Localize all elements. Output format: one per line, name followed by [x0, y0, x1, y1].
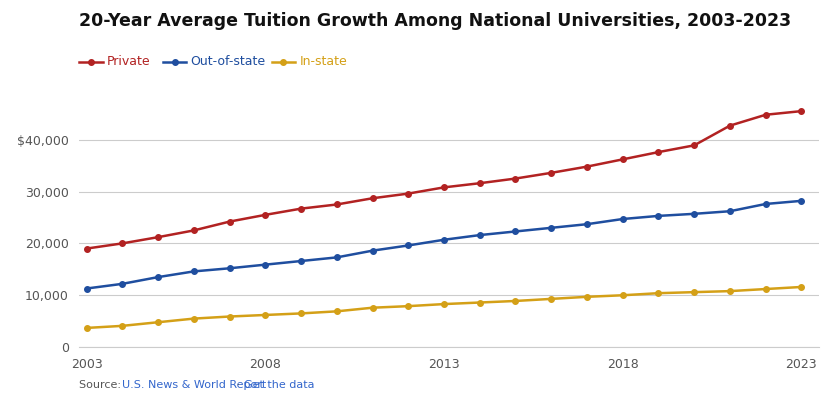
- Out-of-state: [332, 255, 342, 260]
- In-state: [82, 326, 92, 330]
- Private: [761, 113, 771, 117]
- In-state: [618, 293, 628, 298]
- Line: Private: Private: [84, 109, 804, 251]
- Out-of-state: [689, 211, 699, 216]
- Private: [260, 212, 270, 217]
- Private: [654, 150, 664, 154]
- Text: Get the data: Get the data: [244, 380, 314, 390]
- Private: [582, 164, 592, 169]
- In-state: [439, 302, 449, 306]
- Private: [117, 241, 127, 246]
- Out-of-state: [296, 259, 306, 263]
- In-state: [296, 311, 306, 316]
- Private: [511, 176, 521, 181]
- In-state: [761, 286, 771, 291]
- Private: [296, 206, 306, 211]
- In-state: [475, 300, 485, 305]
- Private: [332, 202, 342, 207]
- Private: [618, 157, 628, 162]
- Out-of-state: [618, 217, 628, 221]
- Out-of-state: [725, 209, 735, 213]
- Private: [546, 170, 556, 175]
- Private: [475, 181, 485, 186]
- Out-of-state: [797, 198, 807, 203]
- Out-of-state: [117, 281, 127, 286]
- Private: [403, 191, 413, 196]
- Out-of-state: [439, 237, 449, 242]
- Out-of-state: [153, 275, 163, 279]
- In-state: [725, 289, 735, 294]
- In-state: [797, 284, 807, 289]
- Private: [368, 196, 378, 201]
- Out-of-state: [582, 222, 592, 227]
- In-state: [225, 314, 235, 319]
- Text: 20-Year Average Tuition Growth Among National Universities, 2003-2023: 20-Year Average Tuition Growth Among Nat…: [79, 12, 792, 30]
- In-state: [153, 320, 163, 325]
- Out-of-state: [260, 262, 270, 267]
- Private: [689, 143, 699, 148]
- Out-of-state: [82, 286, 92, 291]
- Private: [225, 219, 235, 224]
- Text: U.S. News & World Report: U.S. News & World Report: [122, 380, 267, 390]
- Out-of-state: [511, 229, 521, 234]
- In-state: [332, 309, 342, 314]
- Text: ·: ·: [233, 380, 244, 390]
- Out-of-state: [189, 269, 199, 274]
- Out-of-state: [546, 225, 556, 230]
- Private: [725, 123, 735, 128]
- Line: In-state: In-state: [84, 284, 804, 331]
- In-state: [546, 296, 556, 301]
- In-state: [368, 305, 378, 310]
- Out-of-state: [654, 213, 664, 218]
- In-state: [189, 316, 199, 321]
- In-state: [582, 294, 592, 299]
- Text: Private: Private: [107, 55, 150, 68]
- In-state: [403, 304, 413, 308]
- Private: [82, 246, 92, 251]
- In-state: [689, 290, 699, 294]
- Text: Source:: Source:: [79, 380, 125, 390]
- Line: Out-of-state: Out-of-state: [84, 198, 804, 291]
- Text: In-state: In-state: [299, 55, 347, 68]
- Private: [189, 228, 199, 233]
- Out-of-state: [225, 266, 235, 271]
- Private: [797, 109, 807, 113]
- In-state: [511, 298, 521, 303]
- Out-of-state: [475, 233, 485, 237]
- Private: [153, 235, 163, 239]
- In-state: [117, 324, 127, 328]
- Out-of-state: [368, 248, 378, 253]
- Text: Out-of-state: Out-of-state: [191, 55, 266, 68]
- In-state: [654, 291, 664, 296]
- In-state: [260, 312, 270, 317]
- Private: [439, 185, 449, 190]
- Out-of-state: [761, 201, 771, 206]
- Out-of-state: [403, 243, 413, 248]
